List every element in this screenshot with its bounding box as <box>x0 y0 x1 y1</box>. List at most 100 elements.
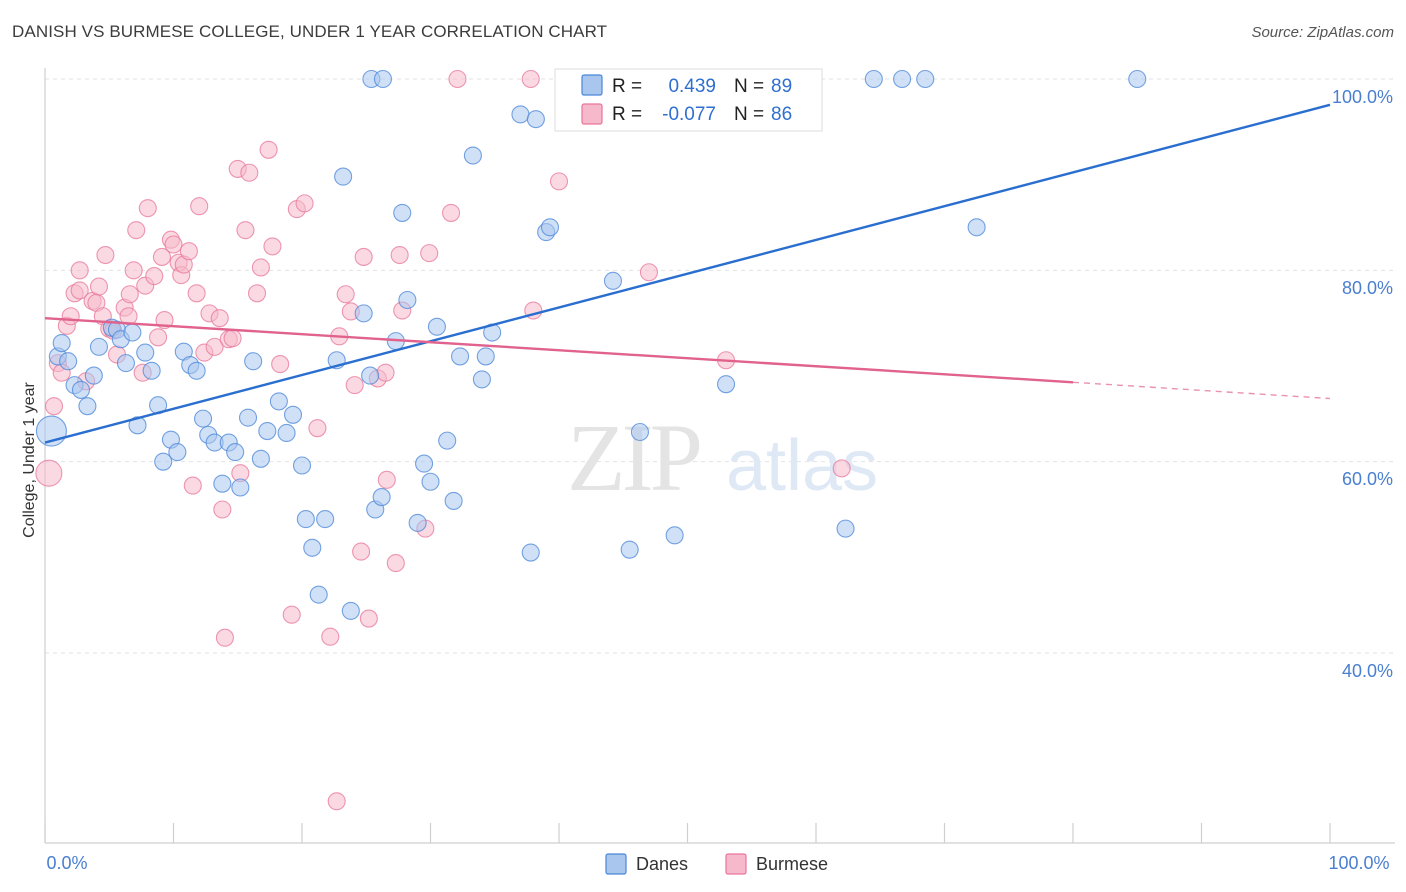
burmese-point <box>236 221 255 240</box>
danes-point <box>421 472 440 491</box>
danes-point <box>540 218 560 237</box>
burmese-point <box>138 199 157 218</box>
danes-point <box>472 370 491 389</box>
burmese-point <box>152 247 171 266</box>
danes-point <box>168 443 187 462</box>
burmese-point <box>377 470 396 489</box>
burmese-point <box>70 261 89 280</box>
danes-point <box>398 290 417 310</box>
burmese-point <box>521 69 540 89</box>
danes-point <box>893 69 912 89</box>
danes-point <box>292 456 312 475</box>
y-tick-label-60: 60.0% <box>1342 469 1393 489</box>
y-tick-labels: 40.0% 60.0% 80.0% 100.0% <box>1332 87 1393 681</box>
danes-point <box>521 543 540 562</box>
danes-point <box>231 478 250 497</box>
source-label: Source: ZipAtlas.com <box>1251 24 1394 41</box>
burmese-point <box>448 69 467 89</box>
x-tick-label-min: 0.0% <box>46 853 87 873</box>
burmese-point <box>832 459 851 478</box>
danes-point <box>916 69 935 89</box>
danes-point <box>451 347 470 366</box>
legend-danes-label: Danes <box>636 854 688 874</box>
y-tick-label-80: 80.0% <box>1342 278 1393 298</box>
danes-point <box>372 488 391 507</box>
danes-point <box>213 474 232 493</box>
danes-point <box>283 405 303 424</box>
danes-point <box>361 366 380 385</box>
burmese-point <box>386 554 405 573</box>
danes-point <box>393 203 412 222</box>
danes-point <box>463 146 482 165</box>
danes-point <box>630 422 650 442</box>
burmese-point <box>321 627 340 646</box>
y-tick-label-40: 40.0% <box>1342 661 1393 681</box>
burmese-point <box>295 194 314 213</box>
burmese-point <box>390 245 409 265</box>
stats-danes-n-value: 89 <box>771 76 792 97</box>
burmese-point <box>327 792 346 811</box>
danes-point <box>296 510 315 529</box>
burmese-point <box>149 328 168 347</box>
burmese-point <box>183 476 202 495</box>
burmese-point <box>89 277 109 296</box>
burmese-point <box>70 281 89 300</box>
burmese-point <box>205 337 224 356</box>
legend: Danes Burmese <box>605 853 828 875</box>
axes <box>44 68 1395 844</box>
burmese-trend-line <box>44 316 1074 384</box>
burmese-point <box>251 258 270 277</box>
danes-point <box>84 366 103 385</box>
burmese-point <box>354 247 373 266</box>
burmese-point <box>259 140 278 159</box>
y-axis-title: College, Under 1 year <box>21 382 38 538</box>
burmese-point <box>336 285 355 304</box>
danes-point <box>277 423 296 443</box>
burmese-point <box>352 542 371 561</box>
danes-point <box>238 408 258 427</box>
stats-burmese-r-value: -0.077 <box>662 104 716 125</box>
burmese-point <box>35 459 63 487</box>
danes-trend-line <box>44 103 1331 444</box>
burmese-point <box>164 235 183 254</box>
danes-point <box>334 167 353 186</box>
danes-point <box>187 361 206 380</box>
stats-burmese-r-label: R = <box>612 104 642 125</box>
watermark-zip: ZIP <box>567 404 700 511</box>
burmese-point <box>639 263 659 282</box>
burmese-point <box>61 307 80 326</box>
danes-point <box>716 375 736 394</box>
burmese-point <box>120 285 139 304</box>
danes-point <box>244 352 263 371</box>
burmese-point <box>247 284 267 303</box>
burmese-point <box>179 242 198 261</box>
burmese-point <box>240 163 259 182</box>
burmese-point <box>420 244 439 263</box>
danes-point <box>194 409 213 428</box>
danes-point <box>408 513 427 532</box>
watermark: ZIP atlas <box>567 404 878 511</box>
danes-point <box>123 323 142 342</box>
danes-point <box>665 526 684 545</box>
danes-point <box>71 380 91 399</box>
burmese-point <box>44 397 64 416</box>
danes-point <box>59 352 78 371</box>
danes-point <box>251 449 270 468</box>
danes-point <box>303 538 322 557</box>
danes-point <box>136 343 155 362</box>
burmese-point <box>549 172 569 191</box>
burmese-point <box>213 500 232 519</box>
danes-point <box>309 585 328 604</box>
burmese-point <box>282 605 301 624</box>
burmese-point <box>359 609 378 628</box>
stats-danes-swatch <box>581 74 603 96</box>
danes-point <box>154 452 173 471</box>
burmese-point <box>210 309 229 328</box>
danes-point <box>438 431 457 450</box>
burmese-point <box>124 261 143 280</box>
danes-point <box>142 361 161 380</box>
burmese-point <box>96 245 115 265</box>
stats-box: R = 0.439 N = 89 R = -0.077 N = 86 <box>554 68 823 132</box>
danes-point <box>444 491 463 510</box>
